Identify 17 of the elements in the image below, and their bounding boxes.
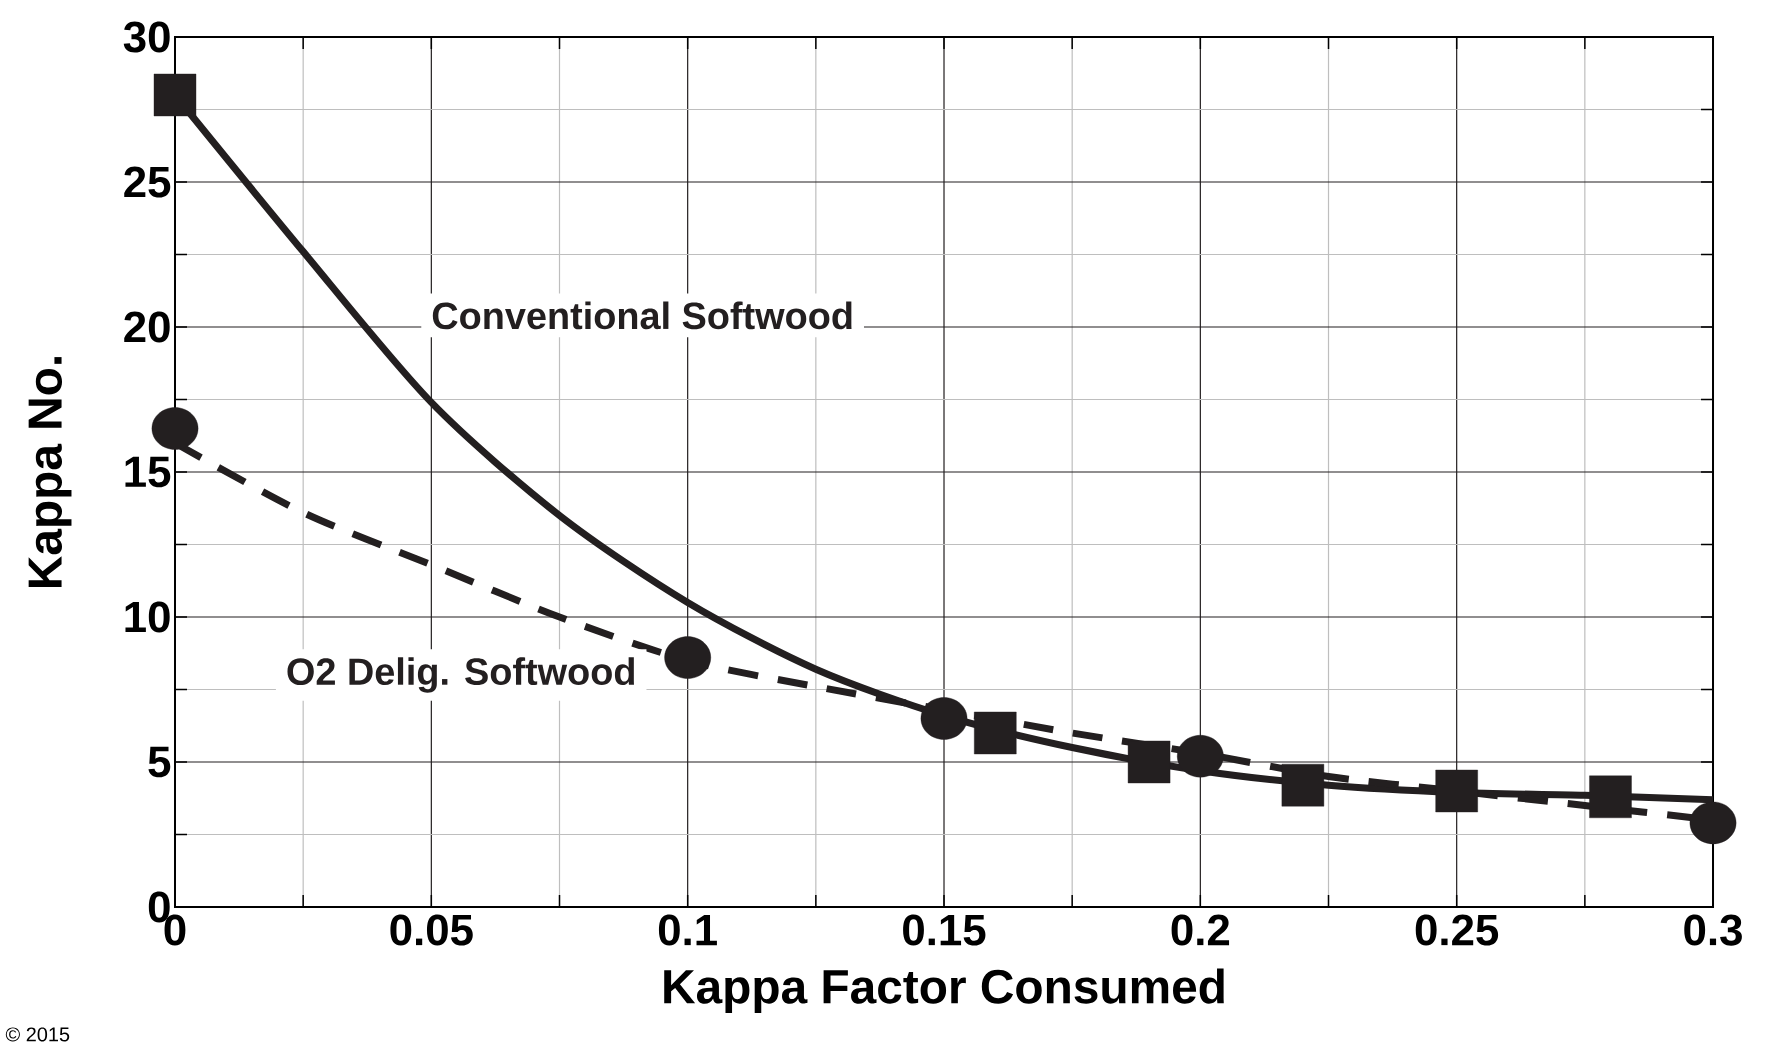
text: © 2015: [5, 1027, 70, 1042]
x-tick-label: 0.15: [903, 914, 986, 946]
y-tick-label: 30: [123, 21, 170, 53]
y-tick-label: 10: [125, 601, 170, 633]
x-tick-label: 0.3: [1684, 914, 1742, 946]
y-tick-label: 20: [124, 311, 170, 343]
x-tick-label: 0.05: [390, 914, 473, 946]
x-axis-title: Kappa Factor Consumed: [664, 968, 1224, 1014]
y-tick-label: 15: [125, 456, 171, 488]
y-axis-title: Kappa No.: [28, 357, 72, 588]
x-tick-label: 0.25: [1415, 914, 1499, 946]
x-tick-label: 0.2: [1171, 914, 1230, 946]
y-tick-label: 5: [148, 746, 171, 778]
x-tick-label: 0.1: [658, 914, 717, 946]
y-tick-label: 25: [124, 166, 171, 198]
series-label: Conventional Softwood: [432, 301, 852, 330]
legend-label: O2 Delig. Softwood: [287, 657, 634, 693]
